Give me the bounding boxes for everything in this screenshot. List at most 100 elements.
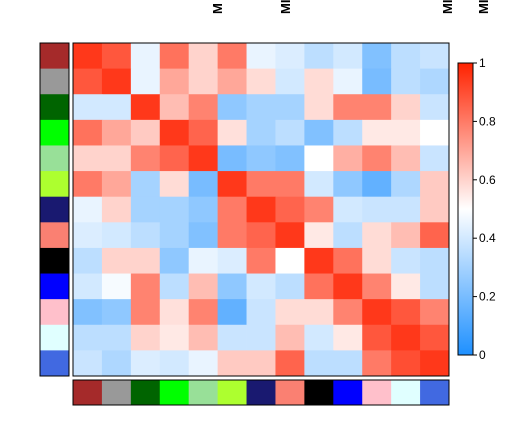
heatmap-cell-r11-c13	[420, 299, 450, 326]
column-annotation-4	[159, 380, 190, 405]
colorbar	[457, 62, 474, 356]
colorbar-tick-label-3: 0.4	[479, 231, 496, 245]
heatmap-cell-r7-c9	[304, 196, 334, 223]
heatmap-cell-r4-c9	[304, 119, 334, 146]
heatmap-cell-r1-c3	[130, 43, 161, 70]
heatmap-cell-r2-c5	[188, 68, 219, 95]
heatmap-cell-r7-c10	[333, 196, 363, 223]
heatmap-cell-r4-c1	[73, 119, 103, 146]
heatmap-cell-r10-c9	[304, 273, 334, 300]
heatmap-cell-r6-c11	[362, 171, 392, 198]
heatmap-cell-r5-c11	[362, 145, 392, 172]
heatmap-cell-r9-c5	[188, 247, 219, 274]
heatmap-cell-r6-c3	[130, 171, 161, 198]
heatmap-cell-r3-c6	[217, 94, 247, 121]
heatmap-cell-r11-c6	[217, 299, 247, 326]
heatmap-cell-r11-c3	[130, 299, 161, 326]
heatmap-cell-r3-c12	[391, 94, 421, 121]
heatmap-cell-r6-c1	[73, 171, 103, 198]
heatmap-cell-r10-c11	[362, 273, 392, 300]
heatmap-cell-r3-c5	[188, 94, 219, 121]
heatmap-cell-r12-c2	[101, 324, 132, 351]
heatmap-cell-r6-c9	[304, 171, 334, 198]
column-annotation-3	[130, 380, 161, 405]
heatmap-cell-r13-c3	[130, 350, 161, 377]
heatmap-cell-r12-c5	[188, 324, 219, 351]
heatmap-cell-r6-c8	[275, 171, 305, 198]
heatmap-cell-r7-c3	[130, 196, 161, 223]
heatmap-cell-r8-c1	[73, 222, 103, 249]
heatmap-cell-r7-c12	[391, 196, 421, 223]
heatmap-cell-r5-c2	[101, 145, 132, 172]
row-annotation-2	[40, 68, 69, 95]
heatmap-cell-r2-c4	[159, 68, 190, 95]
heatmap-cell-r3-c13	[420, 94, 450, 121]
heatmap-cell-r9-c3	[130, 247, 161, 274]
column-annotation-5	[188, 380, 219, 405]
heatmap-cell-r5-c10	[333, 145, 363, 172]
heatmap-cell-r10-c12	[391, 273, 421, 300]
row-annotation-7	[40, 196, 69, 223]
heatmap-cell-r12-c8	[275, 324, 305, 351]
column-label-4: MI	[476, 0, 491, 14]
heatmap-cell-r5-c6	[217, 145, 247, 172]
heatmap-cell-r11-c8	[275, 299, 305, 326]
heatmap-cell-r3-c7	[246, 94, 276, 121]
heatmap-cell-r11-c10	[333, 299, 363, 326]
colorbar-tick-label-4: 0.6	[479, 173, 496, 187]
heatmap-cell-r11-c7	[246, 299, 276, 326]
heatmap-cell-r13-c6	[217, 350, 247, 377]
heatmap-cell-r5-c8	[275, 145, 305, 172]
heatmap-cell-r8-c2	[101, 222, 132, 249]
row-annotation-11	[40, 299, 69, 326]
heatmap-cell-r3-c4	[159, 94, 190, 121]
heatmap-cell-r4-c10	[333, 119, 363, 146]
column-label-2: MI	[278, 0, 293, 14]
heatmap-cell-r3-c1	[73, 94, 103, 121]
column-annotation-2	[101, 380, 132, 405]
column-label-3: MI	[440, 0, 455, 14]
heatmap-cell-r1-c11	[362, 43, 392, 70]
heatmap-cell-r11-c12	[391, 299, 421, 326]
heatmap-cell-r12-c12	[391, 324, 421, 351]
heatmap-cell-r4-c8	[275, 119, 305, 146]
heatmap-cell-r1-c13	[420, 43, 450, 70]
column-annotation-9	[304, 380, 334, 405]
heatmap-cell-r12-c4	[159, 324, 190, 351]
heatmap-cell-r6-c4	[159, 171, 190, 198]
heatmap-cell-r10-c5	[188, 273, 219, 300]
heatmap-cell-r2-c6	[217, 68, 247, 95]
column-label-1: M	[210, 3, 225, 14]
row-annotation-9	[40, 247, 69, 274]
heatmap-cell-r8-c4	[159, 222, 190, 249]
heatmap-cell-r1-c1	[73, 43, 103, 70]
heatmap-cell-r13-c8	[275, 350, 305, 377]
heatmap-cell-r4-c12	[391, 119, 421, 146]
heatmap-cell-r6-c2	[101, 171, 132, 198]
heatmap-cell-r4-c2	[101, 119, 132, 146]
heatmap-cell-r8-c13	[420, 222, 450, 249]
heatmap-cell-r13-c4	[159, 350, 190, 377]
heatmap-cell-r4-c6	[217, 119, 247, 146]
heatmap-cell-r6-c10	[333, 171, 363, 198]
heatmap-cell-r13-c11	[362, 350, 392, 377]
heatmap-cell-r6-c5	[188, 171, 219, 198]
heatmap-cell-r12-c6	[217, 324, 247, 351]
heatmap-cell-r9-c13	[420, 247, 450, 274]
heatmap-cell-r9-c1	[73, 247, 103, 274]
heatmap-cell-r4-c13	[420, 119, 450, 146]
heatmap-cell-r11-c2	[101, 299, 132, 326]
heatmap-cell-r12-c3	[130, 324, 161, 351]
heatmap-cell-r12-c13	[420, 324, 450, 351]
heatmap-cell-r11-c5	[188, 299, 219, 326]
heatmap-cell-r10-c13	[420, 273, 450, 300]
heatmap-cell-r3-c9	[304, 94, 334, 121]
row-annotation-13	[40, 350, 69, 377]
row-annotation-12	[40, 324, 69, 351]
heatmap-cell-r10-c10	[333, 273, 363, 300]
heatmap-cell-r11-c1	[73, 299, 103, 326]
heatmap-cell-r5-c13	[420, 145, 450, 172]
heatmap-cell-r5-c12	[391, 145, 421, 172]
heatmap-cell-r2-c3	[130, 68, 161, 95]
